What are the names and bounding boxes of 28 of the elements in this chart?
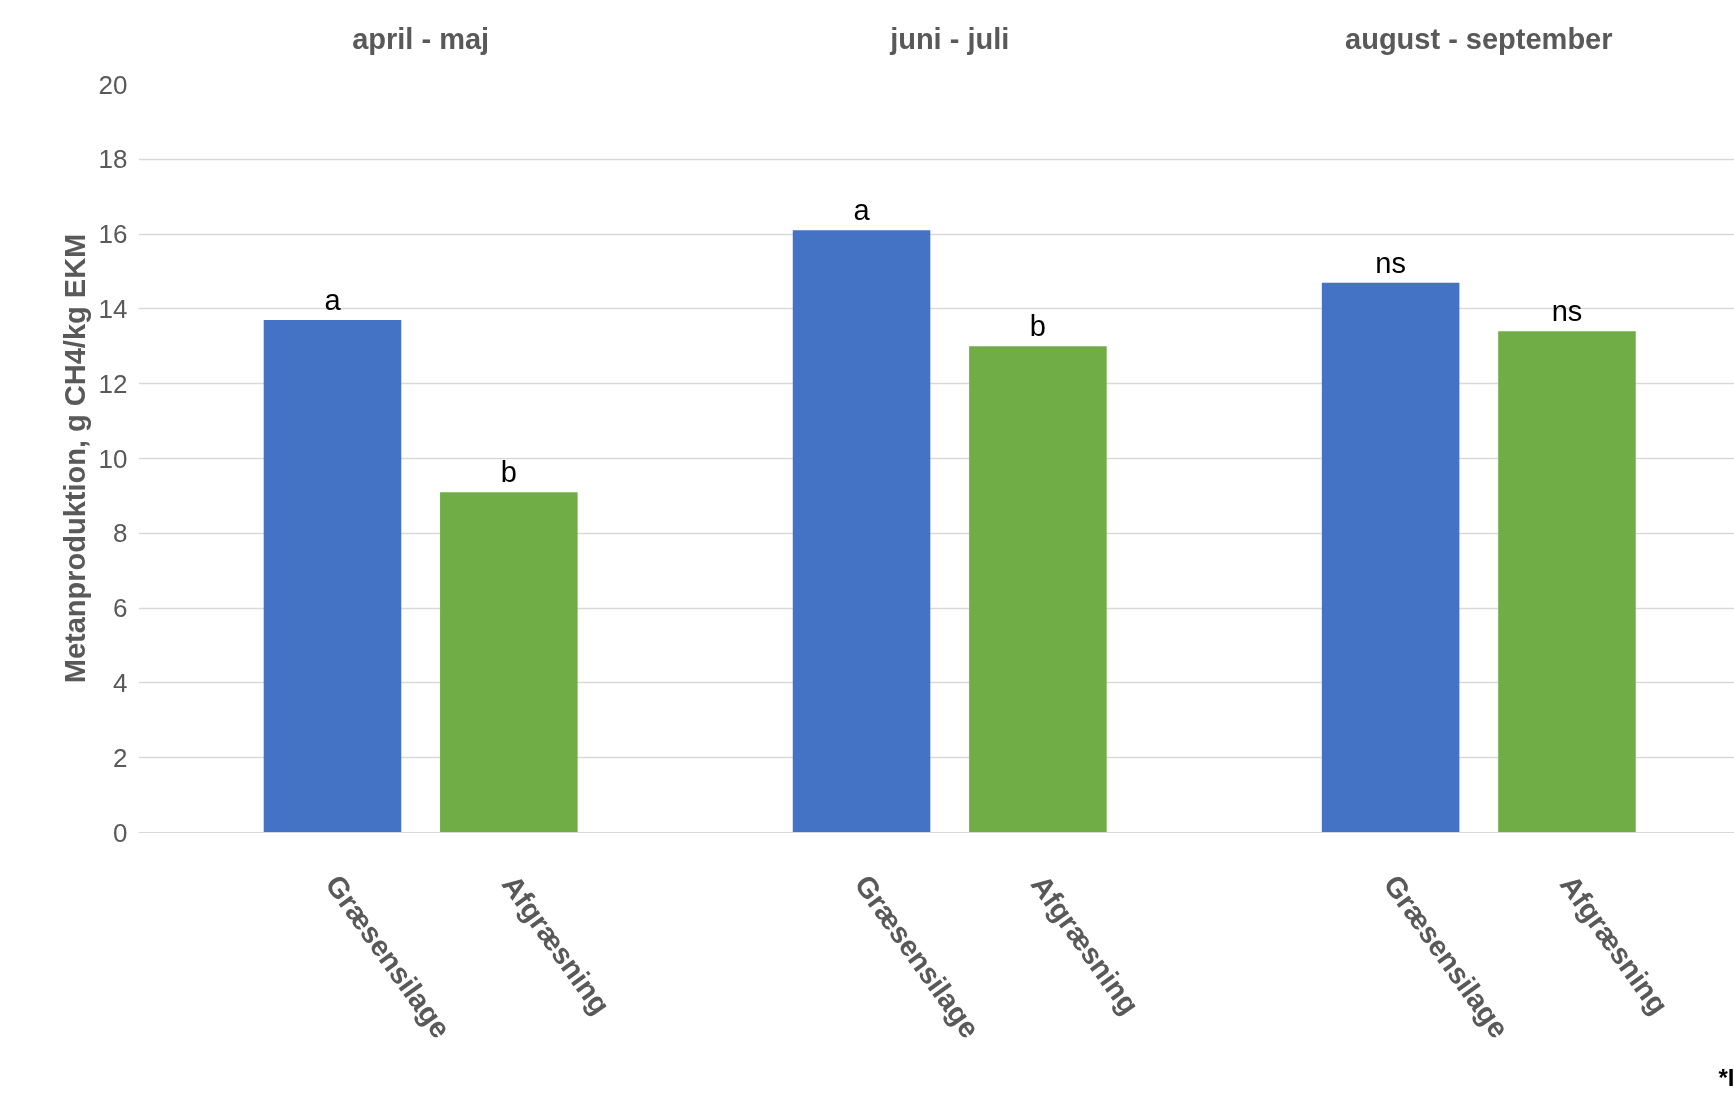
bar — [1321, 282, 1460, 833]
data-label: ns — [1551, 295, 1583, 328]
y-tick-label: 4 — [113, 667, 128, 698]
y-tick-label: 2 — [113, 742, 128, 773]
bar — [1498, 331, 1636, 833]
text: juni - juli — [889, 23, 1010, 55]
data-label: b — [500, 456, 517, 489]
data-label: a — [853, 194, 871, 227]
y-tick-label: 14 — [98, 293, 128, 324]
data-label: ns — [1375, 246, 1406, 279]
y-tick-label: 6 — [113, 593, 128, 624]
text: april - maj — [352, 23, 490, 55]
data-label: a — [324, 284, 342, 317]
y-tick-label: 12 — [98, 368, 128, 399]
bar — [969, 346, 1107, 833]
y-tick-label: 0 — [113, 817, 128, 848]
bar — [440, 492, 578, 833]
text: august - september — [1345, 23, 1613, 55]
y-tick-label: 8 — [113, 518, 128, 549]
y-tick-label: 10 — [98, 443, 128, 474]
y-tick-label: 16 — [98, 219, 128, 250]
bar — [792, 230, 931, 833]
y-tick-label: 18 — [98, 144, 128, 175]
bar — [263, 320, 402, 833]
data-label: b — [1029, 310, 1046, 343]
y-axis-title: Metanproduktion, g CH4/kg EKM — [58, 233, 91, 684]
y-tick-label: 20 — [98, 69, 128, 100]
text: *I — [1718, 1063, 1734, 1091]
